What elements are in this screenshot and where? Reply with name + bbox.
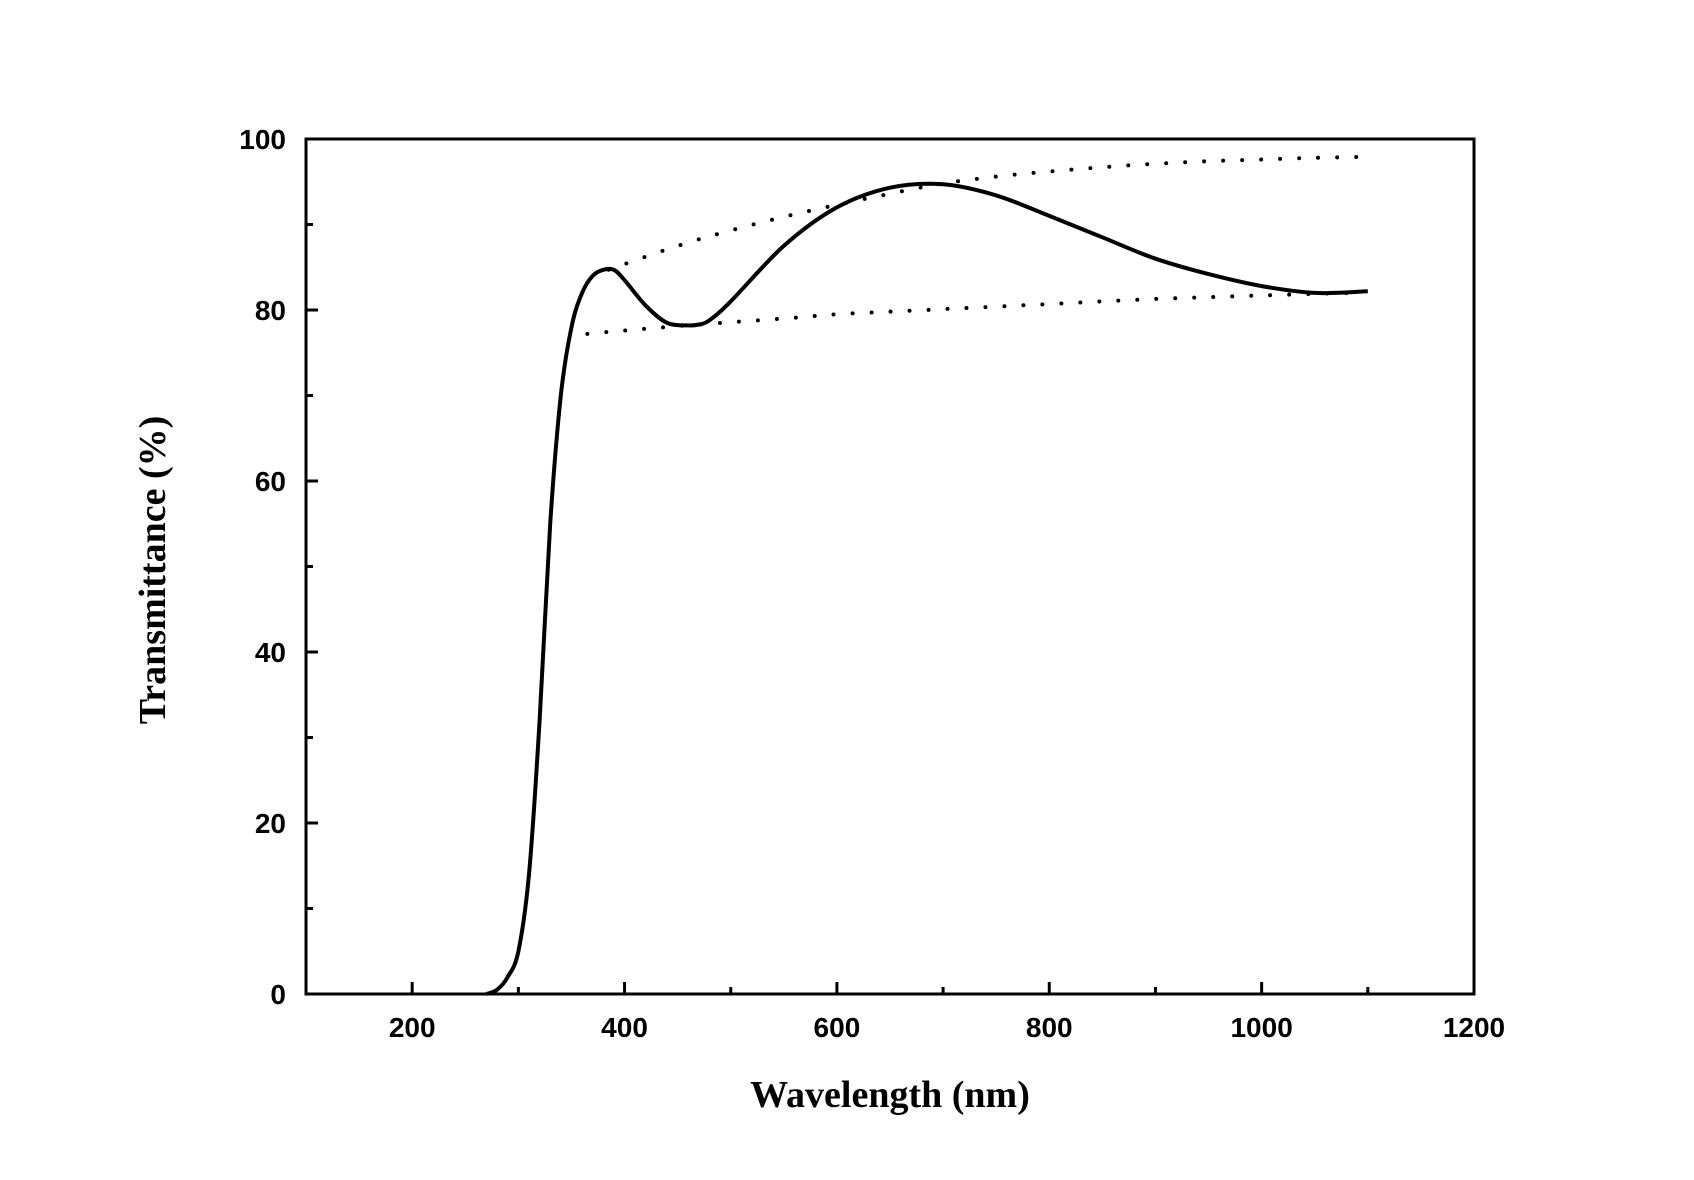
y-tick-label: 0	[270, 979, 286, 1010]
x-tick-label: 800	[1026, 1012, 1073, 1043]
transmittance-line	[485, 181, 1368, 996]
y-tick-label: 80	[255, 295, 286, 326]
x-tick-label: 400	[601, 1012, 648, 1043]
series-layer	[485, 155, 1368, 996]
x-tick-label: 200	[389, 1012, 436, 1043]
y-tick-label: 100	[239, 124, 286, 155]
y-tick-label: 20	[255, 808, 286, 839]
x-axis-title: Wavelength (nm)	[750, 1074, 1030, 1116]
x-tick-label: 600	[814, 1012, 861, 1043]
x-tick-label: 1000	[1230, 1012, 1292, 1043]
envelope-line-2	[585, 290, 1360, 336]
y-axis-title: Transmittance (%)	[132, 416, 174, 725]
x-tick-label: 1200	[1443, 1012, 1505, 1043]
axis-ticks	[306, 223, 1370, 994]
y-tick-label: 60	[255, 466, 286, 497]
plot-frame	[304, 137, 1476, 996]
y-tick-label: 40	[255, 637, 286, 668]
tick-labels: 200 400 600 800 1000 1200 0 20 40 60 80 100	[239, 124, 1505, 1043]
envelope-line-1	[606, 155, 1360, 272]
